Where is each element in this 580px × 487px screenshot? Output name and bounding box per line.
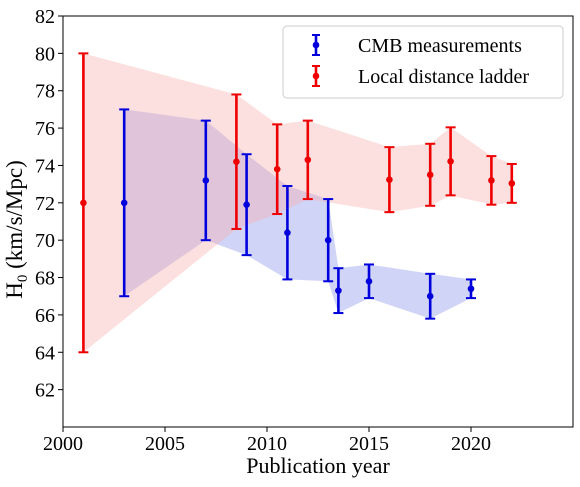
legend-label: Local distance ladder <box>358 66 529 88</box>
y-tick-label: 70 <box>35 230 55 252</box>
errorbar-0-7 <box>425 272 436 320</box>
y-tick-label: 76 <box>35 118 55 140</box>
legend-item-0: CMB measurements <box>312 34 522 57</box>
legend-label: CMB measurements <box>358 35 522 57</box>
legend-box <box>282 25 564 99</box>
errorbar-0-4 <box>323 198 334 283</box>
errorbar-1-1 <box>231 93 242 230</box>
data-point <box>273 165 281 173</box>
y-tick-label: 72 <box>35 193 55 215</box>
errorbar-1-5 <box>425 142 436 207</box>
error-bars <box>78 52 517 354</box>
y-tick-label: 62 <box>35 380 55 402</box>
x-tick-label: 2005 <box>145 433 185 455</box>
data-point <box>304 156 312 164</box>
data-point <box>335 287 342 294</box>
y-axis-title: H0 (km/s/Mpc) <box>2 160 31 298</box>
y-tick-label: 64 <box>35 342 55 364</box>
data-point <box>488 177 495 184</box>
data-point <box>426 292 434 300</box>
data-point <box>233 158 240 166</box>
uncertainty-bands <box>83 53 512 353</box>
y-tick-label: 66 <box>35 305 55 327</box>
errorbar-1-0 <box>78 52 89 354</box>
data-point <box>120 199 128 207</box>
errorbar-1-4 <box>384 146 395 214</box>
y-tick-label: 68 <box>35 268 55 290</box>
band-1 <box>83 53 512 353</box>
data-point <box>324 236 332 244</box>
y-axis-title-subscript: 0 <box>15 275 31 283</box>
y-tick-label: 78 <box>35 81 55 103</box>
data-point <box>80 199 87 207</box>
errorbar-0-8 <box>466 278 476 300</box>
y-axis-title-main: H <box>2 282 27 299</box>
errorbar-1-3 <box>302 119 313 201</box>
data-point <box>467 285 475 293</box>
errorbar-0-3 <box>282 185 293 281</box>
errorbar-0-2 <box>241 153 252 257</box>
y-axis-title-units: (km/s/Mpc) <box>2 160 27 274</box>
y-tick-label: 82 <box>35 6 55 28</box>
errorbar-0-5 <box>333 267 344 315</box>
data-point <box>365 277 373 285</box>
y-tick-label: 74 <box>35 155 55 177</box>
legend-marker-point <box>312 41 320 49</box>
errorbar-1-2 <box>272 123 283 216</box>
errorbar-0-6 <box>364 263 374 300</box>
y-tick-label: 80 <box>35 43 55 65</box>
legend: CMB measurements Local distance ladder <box>282 25 564 99</box>
x-tick-label: 2020 <box>451 433 491 455</box>
x-tick-label: 2015 <box>349 433 389 455</box>
data-point <box>243 201 250 208</box>
legend-marker-point <box>312 72 320 80</box>
data-point <box>386 176 393 183</box>
data-point <box>426 171 434 179</box>
data-point <box>202 177 210 184</box>
data-point <box>508 180 516 187</box>
data-point <box>447 158 454 165</box>
band-0 <box>124 109 471 319</box>
x-tick-label: 2010 <box>247 433 287 455</box>
plot-frame <box>62 15 574 428</box>
errorbar-1-8 <box>506 162 517 204</box>
errorbar-0-0 <box>119 108 130 298</box>
data-point <box>284 229 291 237</box>
axes: 2000 2005 2010 2015 2020 62 64 66 68 70 72 74 76 78 80… <box>35 6 574 455</box>
errorbar-1-6 <box>445 126 456 197</box>
x-tick-label: 2000 <box>43 433 83 455</box>
legend-item-1: Local distance ladder <box>312 65 529 88</box>
errorbar-1-7 <box>486 155 497 206</box>
errorbar-0-1 <box>200 119 211 242</box>
x-axis-title: Publication year <box>246 453 390 478</box>
